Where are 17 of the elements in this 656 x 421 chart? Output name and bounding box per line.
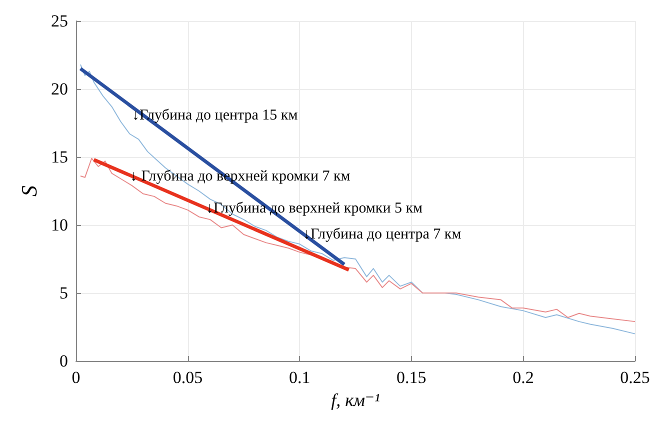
x-tick-label: 0.1 (288, 368, 310, 387)
x-axis-title: f, км⁻¹ (331, 390, 380, 410)
x-tick-label: 0.2 (512, 368, 534, 387)
line-series (80, 64, 636, 334)
y-axis-title: S (16, 186, 42, 196)
line-series (80, 158, 636, 322)
y-tick-label: 25 (51, 12, 68, 30)
x-tick-label: 0.15 (396, 368, 426, 387)
y-tick-label: 5 (60, 284, 68, 302)
y-tick-label: 10 (51, 216, 68, 234)
x-tick-label: 0.05 (172, 368, 203, 387)
annotation: ↓Глубина до центра 7 км (303, 226, 462, 242)
y-tick-label: 0 (60, 352, 68, 370)
x-tick-label: 0.25 (620, 368, 650, 387)
y-tick-label: 15 (51, 148, 68, 166)
y-tick-label: 20 (51, 80, 68, 98)
x-tick-label: 0 (72, 368, 80, 387)
